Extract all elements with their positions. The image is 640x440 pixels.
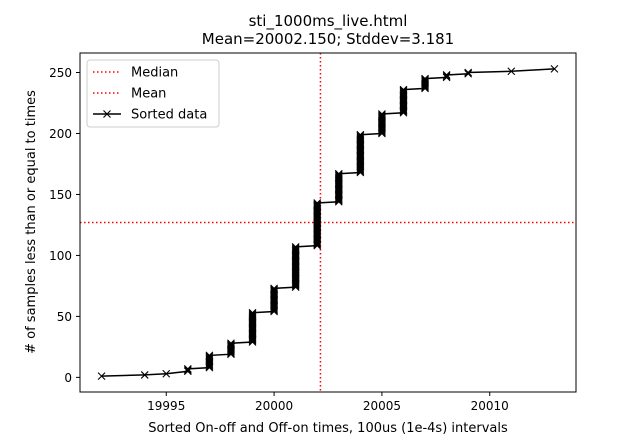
- legend: Median Mean Sorted data: [86, 59, 220, 128]
- sorted-data-marker: [270, 284, 278, 293]
- sorted-data-marker: [291, 242, 300, 251]
- sorted-data-marker: [464, 68, 473, 77]
- sorted-data-marker: [442, 71, 451, 79]
- sorted-data-marker: [97, 372, 106, 381]
- sorted-data-marker: [421, 78, 429, 87]
- sorted-data-marker: [464, 69, 473, 78]
- sorted-data-marker: [205, 355, 214, 363]
- sorted-data-marker: [248, 312, 257, 321]
- sorted-data-marker: [270, 288, 278, 296]
- sorted-data-marker: [313, 202, 322, 211]
- sorted-data-marker: [378, 111, 386, 120]
- sorted-data-marker: [227, 342, 235, 351]
- sorted-data-marker: [227, 339, 235, 348]
- sorted-data-marker: [313, 200, 322, 209]
- sorted-data-marker: [205, 353, 214, 362]
- chart-title-group: sti_1000ms_live.html Mean=20002.150; Std…: [202, 12, 454, 48]
- sorted-data-marker: [550, 64, 559, 73]
- x-tick-label: 20000: [255, 399, 293, 413]
- sorted-data-marker: [183, 364, 192, 373]
- sorted-data-marker: [291, 244, 300, 252]
- y-tick-label: 150: [49, 188, 72, 202]
- x-tick-label: 19995: [147, 399, 185, 413]
- sorted-data-marker: [421, 77, 429, 85]
- x-tick-label: 20010: [471, 399, 509, 413]
- sorted-data-marker: [227, 340, 235, 349]
- sorted-data-marker: [291, 246, 300, 255]
- sorted-data-marker: [313, 199, 322, 207]
- sorted-data-marker: [313, 201, 322, 210]
- y-tick-label: 250: [49, 66, 72, 80]
- sorted-data-marker: [442, 73, 451, 82]
- y-tick-label: 100: [49, 249, 72, 263]
- legend-label-median: Median: [131, 66, 178, 81]
- x-tick-label: 20005: [363, 399, 401, 413]
- sorted-data-marker: [356, 133, 365, 142]
- sorted-data-marker: [399, 85, 408, 94]
- sorted-data-marker: [162, 369, 171, 378]
- sorted-data-marker: [227, 341, 235, 350]
- legend-marker-sorted-data: [103, 110, 111, 118]
- y-axis-ticks: 0 50 100 150 200 250: [49, 66, 80, 385]
- sorted-data-marker: [356, 134, 365, 143]
- sorted-data-marker: [399, 86, 408, 95]
- legend-label-mean: Mean: [131, 87, 166, 102]
- sorted-data-marker: [399, 89, 408, 98]
- sorted-data-marker: [140, 371, 149, 379]
- sorted-data-marker: [183, 366, 192, 374]
- sorted-data-marker: [378, 110, 386, 118]
- sorted-data-marker: [183, 367, 192, 376]
- legend-label-sorted-data: Sorted data: [131, 108, 207, 123]
- plot-area-frame: [79, 52, 577, 393]
- sorted-data-marker: [378, 113, 386, 122]
- sorted-data-marker: [356, 132, 365, 140]
- sorted-data-marker: [248, 311, 257, 320]
- chart-subtitle: Mean=20002.150; Stddev=3.181: [202, 30, 454, 48]
- sorted-data-marker: [270, 285, 278, 294]
- sorted-data-marker: [442, 72, 451, 81]
- sorted-data-marker: [248, 310, 257, 318]
- y-tick-label: 50: [57, 310, 72, 324]
- y-axis-label: # of samples less than or equal to times: [24, 90, 39, 354]
- sorted-data-marker: [334, 172, 343, 181]
- sorted-data-marker: [334, 173, 343, 182]
- sorted-data-marker: [378, 112, 386, 121]
- sorted-data-marker: [334, 171, 343, 179]
- sorted-data-marker: [421, 75, 429, 84]
- y-tick-label: 0: [64, 371, 72, 385]
- sorted-data-marker: [205, 351, 214, 360]
- sorted-data-marker: [399, 88, 408, 96]
- sorted-data-marker: [205, 352, 214, 361]
- sorted-data-marker: [334, 169, 343, 178]
- series-layer: [97, 64, 559, 381]
- legend-box: [86, 59, 220, 128]
- sorted-data-marker: [356, 130, 365, 139]
- y-tick-label: 200: [49, 127, 72, 141]
- x-axis-label: Sorted On-off and Off-on times, 100us (1…: [148, 421, 508, 436]
- sorted-data-marker: [248, 308, 257, 317]
- sorted-data-marker: [291, 245, 300, 254]
- sorted-data-marker: [270, 286, 278, 295]
- sorted-data-marker: [421, 74, 429, 83]
- chart-title: sti_1000ms_live.html: [249, 12, 408, 31]
- sorted-data-marker: [507, 67, 516, 76]
- x-axis-ticks: 19995 20000 20005 20010: [147, 392, 509, 413]
